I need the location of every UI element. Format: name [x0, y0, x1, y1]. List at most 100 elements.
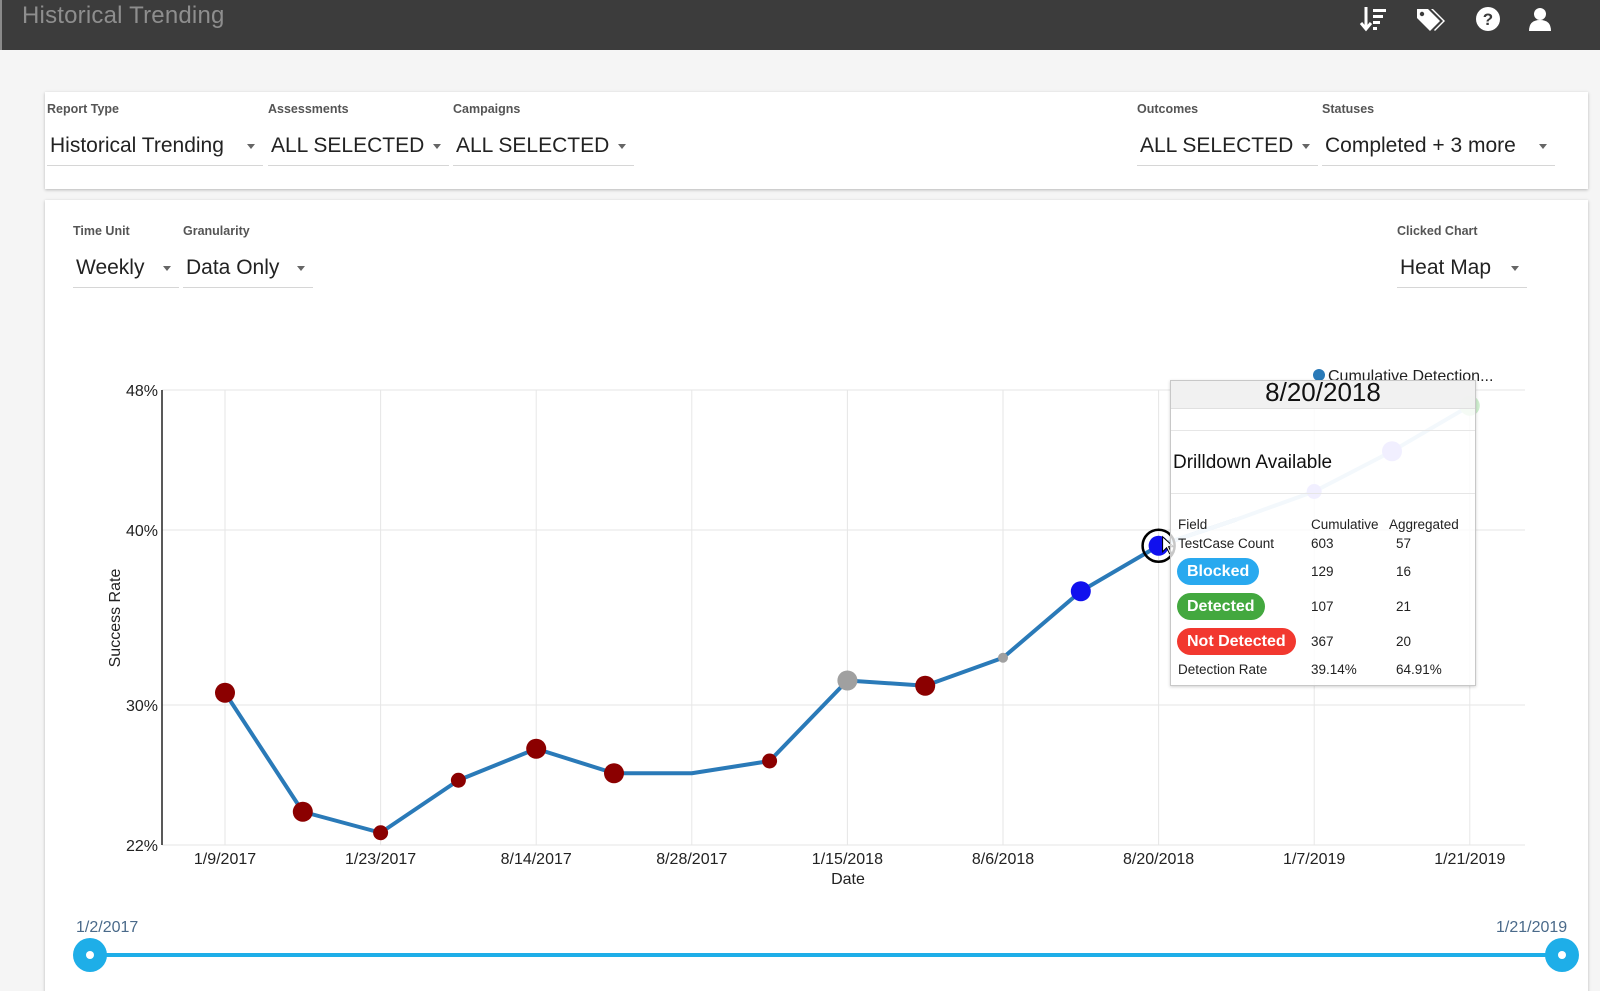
- status-badge: Blocked: [1177, 558, 1260, 585]
- status-badge: Detected: [1177, 593, 1265, 620]
- assessments-filter: Assessments ALL SELECTED: [268, 102, 449, 166]
- date-range-slider[interactable]: [0, 935, 1600, 975]
- data-point[interactable]: [373, 825, 389, 841]
- granularity-select[interactable]: Data Only: [183, 254, 313, 288]
- data-point[interactable]: [1070, 581, 1091, 602]
- x-tick-label: 8/14/2017: [501, 851, 572, 868]
- assessments-value: ALL SELECTED: [271, 134, 425, 157]
- granularity-value: Data Only: [186, 256, 280, 279]
- help-icon[interactable]: ?: [1471, 2, 1505, 36]
- y-axis-ticks: 48% 40% 30% 22%: [126, 383, 158, 855]
- clicked-chart-control: Clicked Chart Heat Map: [1397, 224, 1527, 288]
- slider-handle-end[interactable]: [1545, 938, 1579, 972]
- tooltip-aggregated-value: 16: [1396, 564, 1412, 579]
- outcomes-filter: Outcomes ALL SELECTED: [1137, 102, 1318, 166]
- assessments-select[interactable]: ALL SELECTED: [268, 132, 449, 166]
- report-type-label: Report Type: [47, 102, 119, 116]
- time-unit-select[interactable]: Weekly: [73, 254, 179, 288]
- tooltip-column-header: Field: [1178, 517, 1208, 532]
- campaigns-filter: Campaigns ALL SELECTED: [453, 102, 634, 166]
- x-tick-label: 1/21/2019: [1434, 851, 1505, 868]
- data-point[interactable]: [526, 738, 547, 759]
- tooltip-aggregated-value: 20: [1396, 634, 1412, 649]
- user-icon[interactable]: [1523, 2, 1557, 36]
- chevron-down-icon: [247, 144, 255, 149]
- campaigns-label: Campaigns: [453, 102, 521, 116]
- x-axis-title: Date: [831, 871, 865, 888]
- report-type-value: Historical Trending: [50, 134, 224, 157]
- drilldown-tooltip[interactable]: 8/20/2018 Drilldown Available Field Cumul…: [1170, 377, 1476, 686]
- x-tick-label: 8/20/2018: [1123, 851, 1194, 868]
- x-tick-label: 1/23/2017: [345, 851, 416, 868]
- x-tick-label: 8/28/2017: [656, 851, 727, 868]
- statuses-value: Completed + 3 more: [1325, 134, 1516, 157]
- statuses-select[interactable]: Completed + 3 more: [1322, 132, 1555, 166]
- data-point[interactable]: [604, 763, 624, 784]
- status-badge: Not Detected: [1177, 628, 1296, 655]
- data-point[interactable]: [292, 801, 313, 822]
- data-point[interactable]: [450, 772, 466, 788]
- campaigns-select[interactable]: ALL SELECTED: [453, 132, 634, 166]
- data-point[interactable]: [837, 670, 858, 691]
- svg-text:?: ?: [1483, 10, 1493, 29]
- tooltip-header: [1171, 381, 1475, 409]
- chevron-down-icon: [163, 266, 171, 271]
- outcomes-value: ALL SELECTED: [1140, 134, 1294, 157]
- campaigns-value: ALL SELECTED: [456, 134, 610, 157]
- filters-panel: Report Type Historical Trending Assessme…: [45, 92, 1588, 189]
- tooltip-divider: [1171, 493, 1475, 494]
- range-start-label: 1/2/2017: [76, 919, 139, 936]
- data-point[interactable]: [215, 682, 235, 703]
- statuses-label: Statuses: [1322, 102, 1375, 116]
- series-line: [223, 517, 1238, 835]
- report-type-filter: Report Type Historical Trending: [47, 102, 263, 166]
- slider-handle-start[interactable]: [73, 938, 107, 972]
- tooltip-column-header: Cumulative: [1311, 517, 1379, 532]
- outcomes-select[interactable]: ALL SELECTED: [1137, 132, 1318, 166]
- y-axis-title: Success Rate: [107, 569, 124, 668]
- tooltip-aggregated-value: 64.91%: [1396, 662, 1442, 677]
- chevron-down-icon: [297, 266, 305, 271]
- clicked-chart-label: Clicked Chart: [1397, 224, 1478, 238]
- clicked-chart-select[interactable]: Heat Map: [1397, 254, 1527, 288]
- chevron-down-icon: [433, 144, 441, 149]
- tooltip-aggregated-value: 21: [1396, 599, 1412, 614]
- data-point[interactable]: [762, 753, 778, 769]
- y-tick-label: 30%: [126, 698, 158, 715]
- tooltip-divider: [1171, 430, 1475, 431]
- time-unit-control: Time Unit Weekly: [73, 224, 179, 288]
- tooltip-cumulative-value: 39.14%: [1311, 662, 1357, 677]
- statuses-filter: Statuses Completed + 3 more: [1322, 102, 1555, 166]
- top-app-bar: Historical Trending ?: [0, 0, 1600, 50]
- x-tick-label: 1/15/2018: [812, 851, 883, 868]
- sort-icon[interactable]: [1357, 2, 1391, 36]
- granularity-label: Granularity: [183, 224, 250, 238]
- tooltip-aggregated-value: 57: [1396, 536, 1412, 551]
- tags-icon[interactable]: [1413, 2, 1447, 36]
- outcomes-label: Outcomes: [1137, 102, 1199, 116]
- tooltip-field-label: TestCase Count: [1178, 536, 1275, 551]
- tooltip-field-label: Detection Rate: [1178, 662, 1268, 677]
- time-unit-label: Time Unit: [73, 224, 130, 238]
- assessments-label: Assessments: [268, 102, 349, 116]
- x-tick-label: 1/9/2017: [194, 851, 256, 868]
- granularity-control: Granularity Data Only: [183, 224, 313, 288]
- chevron-down-icon: [1539, 144, 1547, 149]
- y-tick-label: 22%: [126, 838, 158, 855]
- report-type-select[interactable]: Historical Trending: [47, 132, 263, 166]
- data-point[interactable]: [915, 675, 936, 696]
- page-title: Historical Trending: [22, 2, 225, 29]
- data-point[interactable]: [998, 652, 1008, 663]
- x-axis-ticks: 1/9/2017 1/23/2017 8/14/2017 8/28/2017 1/15/…: [194, 851, 1506, 868]
- tooltip-subtitle: Drilldown Available: [1173, 452, 1333, 473]
- tooltip-cumulative-value: 129: [1311, 564, 1334, 579]
- tooltip-date: 8/20/2018: [1265, 377, 1381, 407]
- tooltip-column-header: Aggregated: [1389, 517, 1459, 532]
- x-tick-label: 1/7/2019: [1283, 851, 1345, 868]
- tooltip-cumulative-value: 603: [1311, 536, 1334, 551]
- x-tick-label: 8/6/2018: [972, 851, 1034, 868]
- time-unit-value: Weekly: [76, 256, 145, 279]
- range-end-label: 1/21/2019: [1496, 919, 1568, 936]
- y-tick-label: 40%: [126, 523, 158, 540]
- chevron-down-icon: [618, 144, 626, 149]
